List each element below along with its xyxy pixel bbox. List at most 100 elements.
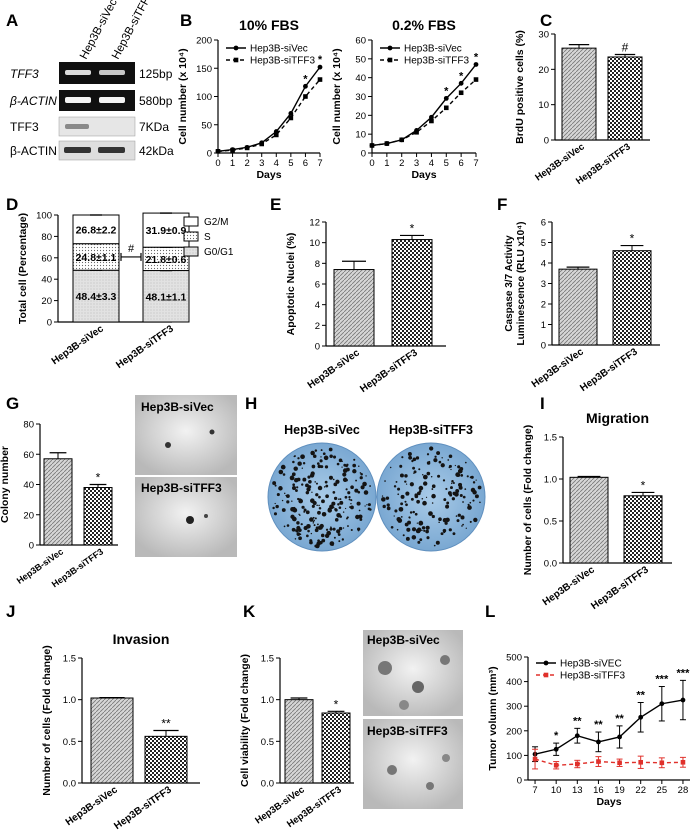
colony-dot	[464, 461, 467, 464]
colony-dot	[446, 501, 450, 505]
colony-dot	[367, 503, 371, 507]
y-tick-label: 80	[23, 420, 34, 431]
colony-dot	[411, 535, 417, 540]
panel-label-e: E	[270, 195, 281, 214]
colony-dot	[426, 453, 430, 456]
colony-dot	[347, 491, 351, 495]
colony-dot	[399, 464, 403, 468]
x-tick-label: 1	[230, 158, 235, 169]
data-point	[553, 762, 559, 768]
colony-dot	[452, 532, 456, 536]
colony-dot	[404, 474, 408, 478]
colony-dot	[467, 503, 470, 506]
legend-marker	[233, 57, 239, 63]
micrograph-colony	[442, 754, 450, 762]
panel-i-chart: 0.0 0.5 1.0 1.5 Number of cells (Fold change…	[522, 410, 672, 612]
colony-dot	[298, 536, 302, 541]
colony-dot	[339, 498, 342, 501]
colony-dot	[339, 500, 344, 505]
y-axis-label: Cell number (x 10⁴)	[331, 48, 343, 144]
colony-dot	[436, 451, 441, 456]
colony-dot	[317, 523, 319, 526]
y-tick-label: 50	[201, 120, 212, 131]
colony-dot	[421, 526, 426, 530]
micrograph-image	[135, 477, 237, 557]
y-tick-label: 10	[309, 238, 320, 249]
y-axis-label: Number of cells (Fold change)	[41, 645, 53, 796]
colony-dot	[423, 529, 426, 532]
colony-dot	[465, 527, 467, 529]
legend-label: Hep3B-siTFF3	[560, 671, 625, 682]
x-axis-label: Days	[596, 796, 621, 808]
colony-dot	[458, 485, 463, 490]
colony-dot	[422, 500, 427, 506]
bar	[321, 712, 351, 784]
colony-dot	[342, 527, 345, 529]
y-tick-label: 0	[544, 136, 549, 147]
colony-dot	[421, 529, 423, 532]
colony-dot	[305, 510, 310, 515]
colony-dot	[283, 525, 286, 528]
colony-dot	[418, 485, 424, 491]
colony-dot	[333, 536, 336, 539]
panel-h-colony-dishes: Hep3B-siVec Hep3B-siTFF3	[267, 423, 486, 552]
significance-mark: ***	[677, 667, 691, 679]
colony-dot	[292, 506, 296, 510]
colony-dot	[312, 454, 317, 458]
colony-dot	[416, 491, 421, 496]
colony-dot	[321, 538, 326, 543]
colony-dot	[400, 515, 403, 518]
colony-dot	[314, 449, 318, 452]
x-category-label: Hep3B-siVec	[64, 784, 120, 828]
y-tick-label: 1.0	[544, 475, 557, 486]
colony-dot	[414, 494, 419, 499]
data-point	[369, 143, 375, 148]
colony-dot	[345, 467, 350, 472]
significance-mark: **	[615, 713, 624, 725]
colony-dot	[307, 529, 310, 533]
colony-dot	[412, 466, 416, 470]
panel-k-chart: 0.0 0.5 1.0 1.5 Cell viability (Fold change)…	[239, 654, 354, 830]
colony-dot	[334, 508, 338, 511]
legend-label: Hep3B-siVec	[250, 44, 308, 55]
x-tick-label: 10	[551, 785, 562, 796]
y-tick-label: 60	[23, 450, 34, 461]
colony-dot	[314, 544, 318, 548]
colony-dot	[384, 480, 386, 482]
colony-dot	[407, 452, 412, 457]
x-tick-label: 2	[399, 158, 404, 169]
colony-dot	[359, 472, 362, 474]
colony-dot	[330, 526, 332, 528]
x-category-label: Hep3B-siTFF3	[112, 784, 174, 832]
colony-dot	[448, 464, 452, 468]
significance-mark: *	[303, 73, 308, 85]
colony-dot	[320, 465, 324, 469]
data-point	[659, 701, 665, 707]
x-axis-label: Days	[256, 169, 281, 181]
panel-label-h: H	[245, 394, 257, 413]
y-axis-label: Total cell (Percentage)	[17, 213, 29, 324]
x-tick-label: 19	[614, 785, 625, 796]
colony-dot	[338, 506, 342, 510]
colony-dot	[400, 502, 404, 506]
y-axis-label: Caspase 3/7 Activity	[504, 235, 515, 332]
panel-k-micrographs: Hep3B-siVec Hep3B-siTFF3	[363, 630, 463, 809]
stacked-bar-segment	[72, 214, 120, 245]
colony-dot	[291, 527, 296, 532]
colony-dot	[474, 494, 479, 499]
y-tick-label: 200	[506, 726, 522, 737]
y-tick-label: 1.0	[63, 695, 76, 706]
colony-dot	[308, 479, 312, 484]
colony-dot	[433, 544, 436, 547]
colony-dot	[445, 504, 450, 509]
colony-dot	[327, 508, 332, 513]
y-tick-label: 6	[541, 218, 546, 229]
x-tick-label: 5	[288, 158, 293, 169]
colony-dot	[442, 528, 447, 533]
colony-dot	[460, 473, 464, 477]
colony-dot	[305, 483, 309, 488]
y-tick-label: 40	[41, 275, 52, 286]
